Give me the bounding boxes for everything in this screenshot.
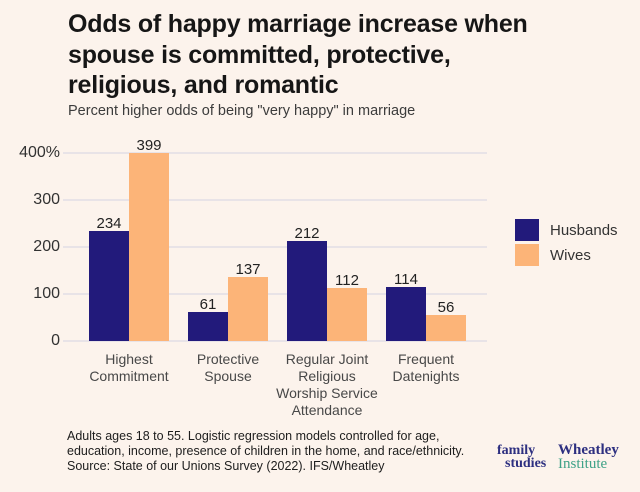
x-axis-label: Protective Spouse — [196, 351, 260, 384]
bar-value-label: 399 — [136, 137, 162, 155]
y-axis-label: 100 — [33, 285, 60, 302]
gridline-300 — [63, 199, 487, 201]
x-axis-label: Regular Joint Religious Worship Service … — [276, 351, 378, 418]
chart-title-line: Odds of happy marriage increase when — [68, 10, 528, 38]
bar-wives-frequent-datenights — [426, 314, 466, 341]
family-studies-logo-text: studies — [505, 456, 547, 471]
bar-wives-protective-spouse — [228, 276, 268, 341]
legend-label: Husbands — [550, 221, 618, 239]
footnote-line: Source: State of our Unions Survey (2022… — [67, 459, 385, 473]
bar-value-label: 137 — [235, 260, 261, 278]
bar-value-label: 234 — [96, 215, 122, 233]
legend-item-husbands: Husbands — [515, 219, 618, 241]
bar-value-label: 112 — [335, 272, 359, 290]
legend: Husbands Wives — [515, 219, 618, 266]
legend-label: Wives — [550, 246, 591, 264]
family-studies-logo-text: family — [497, 443, 536, 458]
x-axis-label: Frequent Datenights — [392, 351, 460, 384]
bar-value-label: 56 — [437, 298, 455, 316]
family-studies-logo: family studies — [497, 443, 547, 471]
bar-value-label: 212 — [294, 225, 320, 243]
bar-husbands-protective-spouse — [188, 312, 228, 341]
bar-value-label: 114 — [394, 271, 418, 289]
bar-husbands-regular-joint-religious-worship-service-attendance — [287, 241, 327, 341]
bar-wives-regular-joint-religious-worship-service-attendance — [327, 288, 367, 341]
footnote-line: Adults ages 18 to 55. Logistic regressio… — [67, 429, 440, 443]
chart-title-line: spouse is committed, protective, — [68, 40, 451, 69]
legend-item-wives: Wives — [515, 244, 618, 266]
bar-husbands-frequent-datenights — [386, 287, 426, 341]
wheatley-institute-logo-text: Wheatley — [558, 442, 619, 458]
gridline-100 — [63, 293, 487, 295]
bar-husbands-highest-commitment — [89, 231, 129, 341]
bar-value-label: 61 — [199, 296, 217, 314]
y-axis-label: 400% — [19, 144, 60, 161]
wheatley-institute-logo-text: Institute — [558, 455, 608, 472]
gridline-0 — [63, 340, 487, 342]
chart-title-line: religious, and romantic — [68, 71, 339, 99]
x-axis-label: Highest Commitment — [89, 351, 169, 384]
chart-subtitle: Percent higher odds of being "very happy… — [68, 103, 416, 119]
legend-swatch-wives — [515, 244, 539, 266]
chart-title: Odds of happy marriage increase when spo… — [68, 9, 528, 101]
footnote: Adults ages 18 to 55. Logistic regressio… — [67, 429, 464, 474]
bar-wives-highest-commitment — [129, 153, 169, 341]
footnote-line: education, income, presence of children … — [67, 444, 465, 458]
legend-swatch-husbands — [515, 219, 539, 241]
y-axis-label: 200 — [33, 238, 60, 255]
y-axis-label: 0 — [51, 332, 60, 349]
wheatley-institute-logo: Wheatley Institute — [558, 442, 619, 472]
y-axis-label: 300 — [33, 191, 60, 208]
gridline-400 — [63, 152, 487, 154]
gridline-200 — [63, 246, 487, 248]
